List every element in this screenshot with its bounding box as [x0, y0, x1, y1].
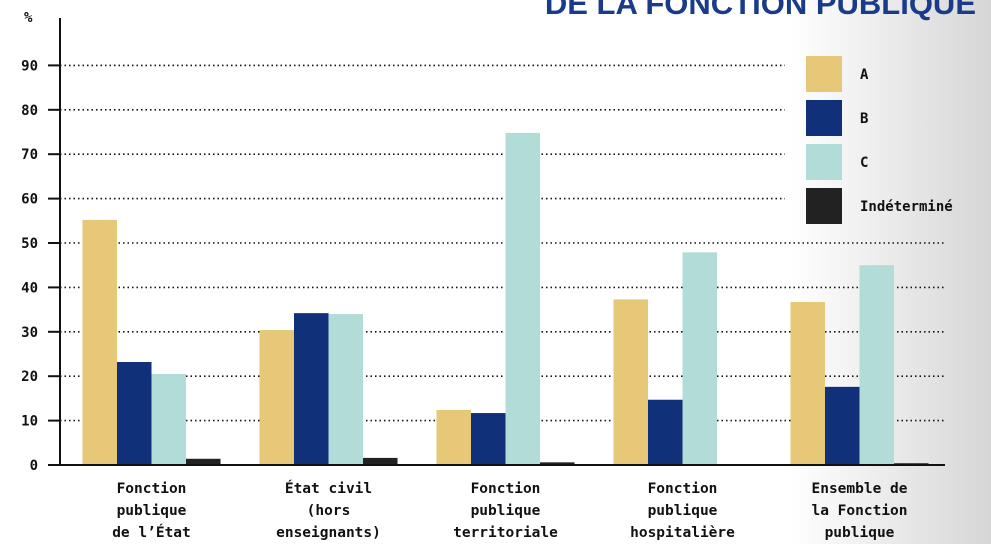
bar — [328, 314, 364, 465]
x-tick-label: Fonction publique hospitalière — [630, 481, 735, 541]
y-tick-label: 0 — [30, 458, 38, 474]
bar — [647, 399, 683, 465]
bar — [259, 330, 294, 465]
bar — [859, 265, 895, 465]
legend-swatch — [806, 144, 842, 180]
legend-swatch — [806, 100, 842, 136]
x-tick-label: Fonction publique de l’État — [112, 481, 191, 541]
x-tick-label: Fonction publique territoriale — [453, 481, 558, 541]
bar — [682, 252, 718, 465]
bar — [540, 462, 575, 465]
y-tick-label: 80 — [21, 103, 38, 119]
bar — [470, 413, 506, 465]
y-axis-label: % — [24, 10, 33, 26]
legend-label: Indéterminé — [860, 199, 953, 215]
x-tick-label: État civil (hors enseignants) — [276, 481, 381, 541]
y-tick-label: 30 — [21, 325, 38, 341]
bar — [363, 457, 398, 465]
bar — [293, 313, 329, 465]
legend-label: B — [860, 111, 868, 127]
y-tick-label: 70 — [21, 147, 38, 163]
bar — [613, 299, 648, 465]
bar — [151, 373, 187, 465]
bar — [116, 361, 152, 465]
y-tick-label: 20 — [21, 369, 38, 385]
bar — [186, 458, 221, 465]
y-tick-label: 90 — [21, 58, 38, 74]
bar — [790, 302, 825, 465]
bar — [82, 219, 117, 465]
legend-label: A — [860, 67, 869, 83]
bar — [436, 409, 471, 465]
bar — [824, 386, 860, 465]
legend-swatch — [806, 56, 842, 92]
legend-label: C — [860, 155, 868, 171]
bar — [505, 132, 541, 465]
y-tick-label: 60 — [21, 192, 38, 208]
chart-title: DE LA FONCTION PUBLIQUE — [545, 0, 976, 21]
legend-swatch — [806, 188, 842, 224]
y-tick-label: 40 — [21, 280, 38, 296]
y-tick-label: 10 — [21, 414, 38, 430]
x-tick-label: Ensemble de la Fonction publique — [811, 481, 908, 541]
y-tick-label: 50 — [21, 236, 38, 252]
